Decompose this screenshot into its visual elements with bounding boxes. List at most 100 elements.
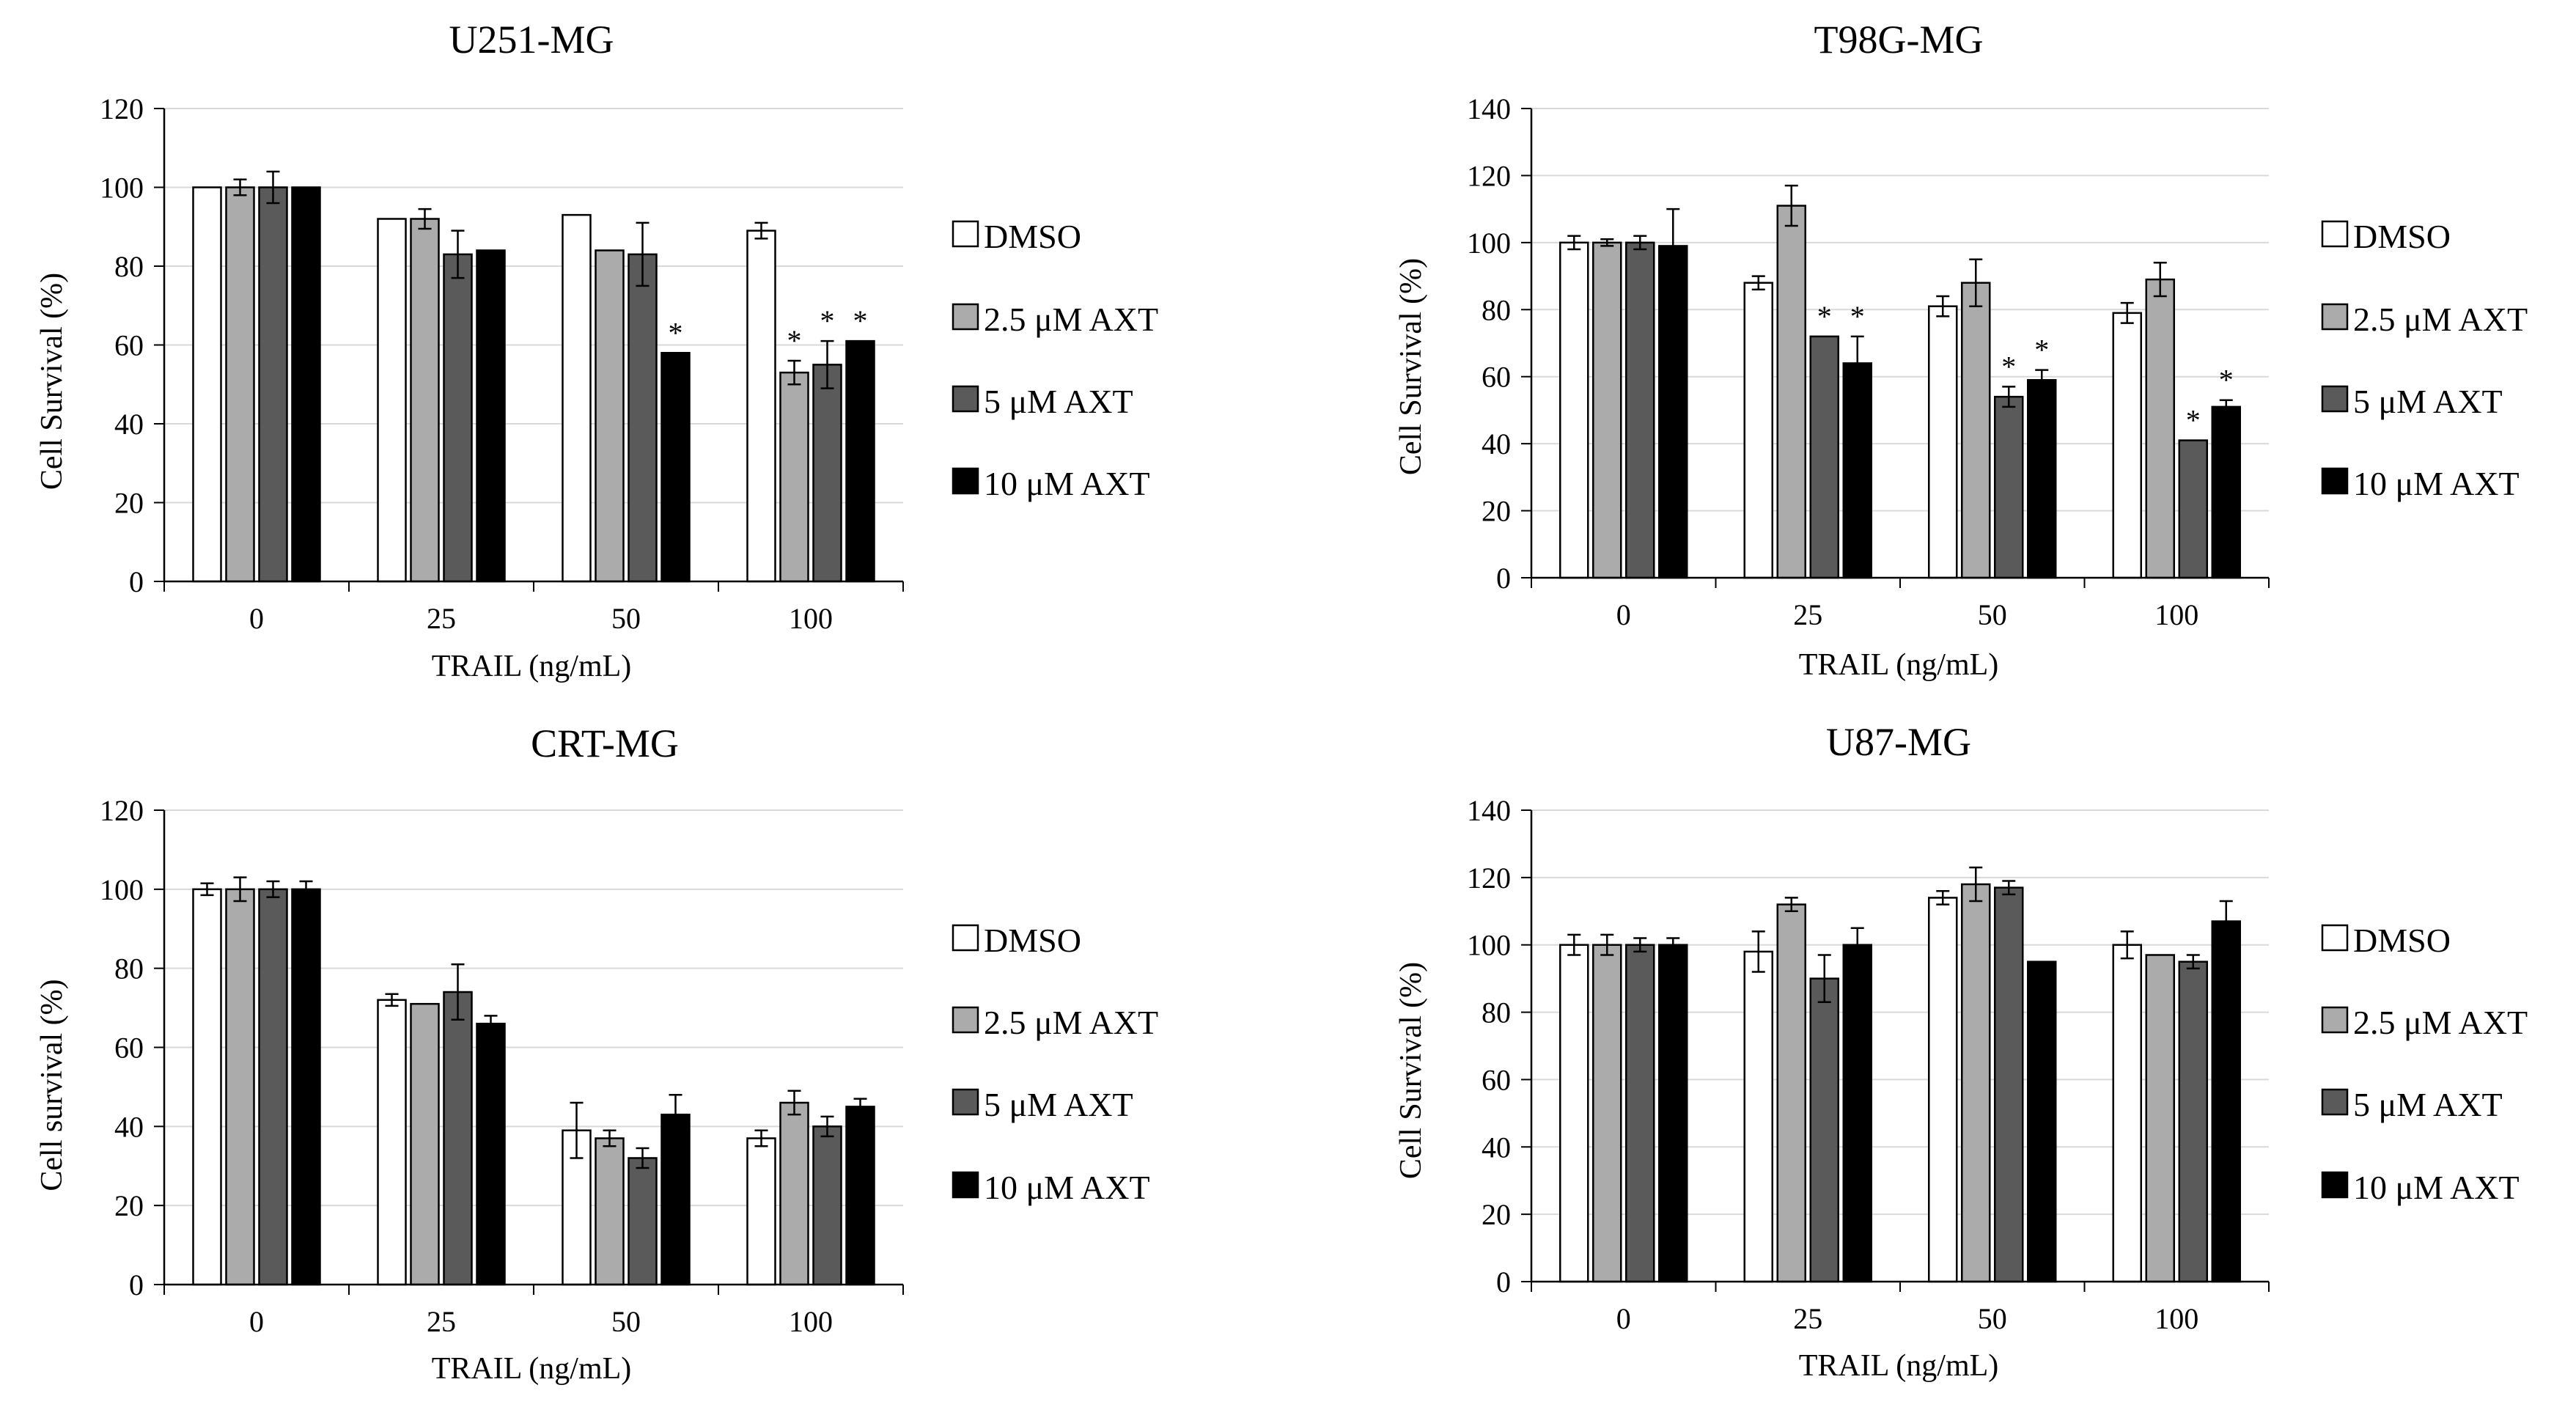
bar [258,186,288,583]
y-axis-label: Cell Survival (%) [1394,258,1428,475]
bar [1592,241,1622,579]
legend-label: 10 μM AXT [2353,1169,2520,1206]
x-axis-label: TRAIL (ng/mL) [432,1352,632,1386]
bar [2145,954,2175,1283]
legend-label: DMSO [984,922,1081,959]
bar [562,213,592,583]
legend-swatch [2321,1088,2349,1116]
bars [192,186,875,583]
y-tick-label: 100 [1467,929,1511,962]
bar [377,218,407,583]
bar [2027,379,2057,579]
x-axis-ticks: 0 25 50 100 [1531,578,2270,631]
y-tick-label: 100 [100,873,144,906]
bar [410,218,440,583]
x-tick-label: 50 [611,1305,641,1338]
y-tick-label: 120 [1467,862,1511,894]
bar [1592,944,1622,1283]
y-tick-label: 120 [100,92,144,125]
significance-star: * [820,304,835,337]
bar [1625,241,1655,579]
bar [660,1113,691,1286]
bar [812,1125,842,1286]
bar [1842,362,1872,579]
bars [1559,205,2241,579]
x-tick-label: 25 [1793,1302,1822,1335]
x-tick-label: 25 [1793,598,1822,631]
y-tick-label: 40 [114,408,144,441]
significance-star: * [787,324,802,357]
significance-markers: * * * * [669,304,868,357]
y-tick-label: 0 [129,1268,144,1301]
bar [845,339,875,583]
error-bars [200,876,867,1169]
y-tick-label: 100 [1467,227,1511,260]
bar [1743,950,1773,1283]
y-axis-label: Cell survival (%) [35,979,69,1191]
bar [1658,245,1688,579]
chart-title: U251-MG [449,18,614,62]
bar [628,253,658,583]
legend-swatch [952,303,979,331]
bar [845,1106,875,1286]
x-tick-label: 100 [789,1305,833,1338]
y-tick-label: 80 [114,250,144,283]
bar [443,991,473,1286]
chart-title: T98G-MG [1814,18,1984,62]
bar [377,999,407,1286]
x-tick-label: 50 [611,602,641,635]
bar [812,364,842,583]
chart-title: U87-MG [1826,720,1971,764]
y-tick-label: 80 [114,952,144,985]
bar [1776,903,1806,1283]
bar [225,888,255,1286]
y-tick-label: 80 [1482,996,1511,1029]
y-tick-label: 80 [1482,293,1511,326]
legend-label: 2.5 μM AXT [984,301,1158,338]
bar [660,352,691,583]
bar [192,888,222,1286]
y-tick-label: 0 [1496,1265,1511,1298]
x-axis-label: TRAIL (ng/mL) [1799,648,1999,682]
chart-title: CRT-MG [531,721,679,765]
legend-swatch [952,1171,979,1199]
legend-label: 5 μM AXT [2353,1086,2503,1123]
y-axis-label: Cell Survival (%) [1394,962,1428,1179]
legend-swatch [2321,220,2349,248]
legend: DMSO 2.5 μM AXT 5 μM AXT 10 μM AXT [952,922,1158,1206]
legend-swatch [2321,385,2349,413]
bar [746,229,776,583]
legend-swatch [2321,303,2349,331]
bar [1559,944,1589,1283]
legend-label: 5 μM AXT [984,383,1133,420]
y-tick-label: 120 [1467,159,1511,192]
bar [1961,282,1991,579]
bar [595,1137,625,1286]
y-tick-label: 140 [1467,92,1511,125]
bar [192,186,222,583]
significance-star: * [853,304,868,337]
legend-swatch [2321,1171,2349,1199]
bar [1842,944,1872,1283]
y-tick-label: 140 [1467,794,1511,827]
legend-swatch [952,1006,979,1034]
x-tick-label: 0 [1616,598,1631,631]
bar [1625,944,1655,1283]
y-tick-label: 20 [1482,1198,1511,1231]
x-tick-label: 100 [789,602,833,635]
bar [410,1002,440,1286]
error-bars [1567,184,2233,415]
bar [628,1157,658,1286]
legend-label: 10 μM AXT [984,465,1150,502]
x-tick-label: 0 [1616,1302,1631,1335]
significance-star: * [1850,300,1865,333]
bar [746,1137,776,1286]
bar [476,249,506,583]
y-tick-label: 20 [1482,495,1511,528]
y-tick-label: 120 [100,794,144,827]
x-tick-label: 25 [427,1305,456,1338]
bar [1776,205,1806,579]
legend-label: 2.5 μM AXT [2353,301,2528,338]
legend-swatch [2321,467,2349,495]
bar [1559,241,1589,579]
